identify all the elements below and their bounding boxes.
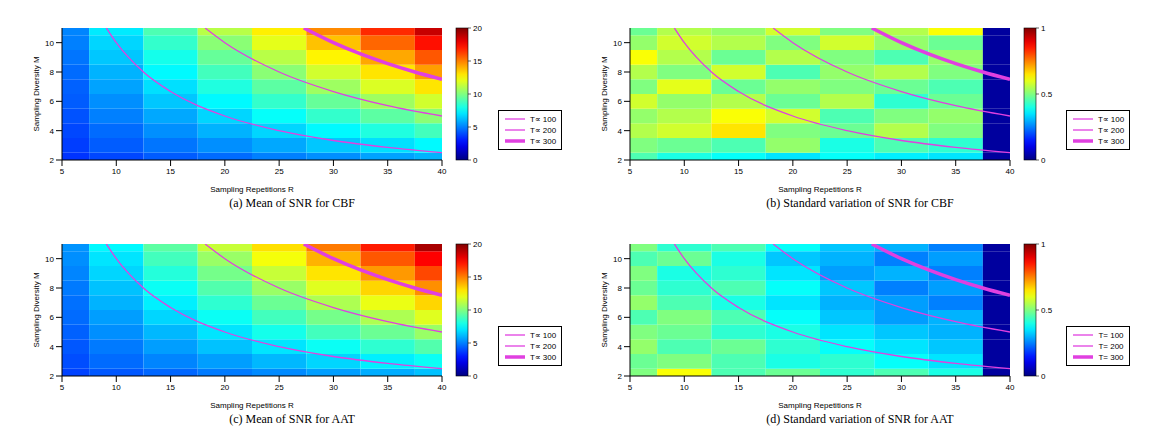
- html-text:T∝ 200: T∝ 200: [529, 341, 557, 351]
- svg-text:40: 40: [1006, 382, 1015, 391]
- svg-text:Sampling Repetitions R: Sampling Repetitions R: [779, 401, 863, 410]
- html-text:T∝ 300: T∝ 300: [529, 136, 557, 146]
- svg-text:40: 40: [1005, 166, 1014, 175]
- svg-text:1: 1: [1041, 24, 1046, 33]
- html-text:T∝ 300: T∝ 300: [1097, 136, 1125, 146]
- html-text:T= 100: T= 100: [1098, 330, 1124, 340]
- svg-text:8: 8: [617, 67, 622, 76]
- svg-text:20: 20: [473, 24, 482, 33]
- svg-text:5: 5: [60, 166, 65, 175]
- svg-text:8: 8: [49, 283, 54, 292]
- html-text:T∝ 200: T∝ 200: [1097, 125, 1125, 135]
- svg-text:2: 2: [617, 155, 622, 164]
- svg-text:40: 40: [437, 382, 446, 391]
- svg-text:15: 15: [735, 382, 744, 391]
- svg-text:20: 20: [473, 240, 482, 249]
- svg-text:6: 6: [49, 313, 54, 322]
- svg-text:15: 15: [473, 273, 482, 282]
- svg-text:6: 6: [618, 313, 623, 322]
- svg-text:8: 8: [618, 283, 623, 292]
- svg-text:30: 30: [897, 166, 906, 175]
- svg-text:6: 6: [49, 97, 54, 106]
- svg-text:Sampling Diversity M: Sampling Diversity M: [32, 56, 41, 131]
- svg-text:5: 5: [473, 339, 478, 348]
- svg-text:35: 35: [951, 166, 960, 175]
- html-text:T∝ 200: T∝ 200: [529, 125, 557, 135]
- svg-text:20: 20: [220, 166, 229, 175]
- svg-text:0: 0: [1041, 156, 1046, 165]
- html-text:(a) Mean of SNR for CBF: (a) Mean of SNR for CBF: [229, 195, 355, 210]
- svg-text:30: 30: [897, 382, 906, 391]
- svg-text:15: 15: [166, 382, 175, 391]
- svg-text:10: 10: [680, 166, 689, 175]
- svg-text:15: 15: [734, 166, 743, 175]
- svg-text:25: 25: [843, 382, 852, 391]
- svg-text:5: 5: [628, 382, 633, 391]
- html-text:(b) Standard variation of SNR: (b) Standard variation of SNR for CBF: [766, 195, 954, 210]
- svg-text:35: 35: [383, 382, 392, 391]
- svg-text:Sampling Diversity M: Sampling Diversity M: [32, 272, 41, 347]
- svg-text:10: 10: [473, 306, 482, 315]
- svg-text:5: 5: [60, 382, 65, 391]
- svg-text:2: 2: [618, 371, 623, 380]
- svg-text:Sampling Diversity M: Sampling Diversity M: [600, 56, 609, 131]
- svg-text:30: 30: [329, 382, 338, 391]
- svg-text:Sampling Repetitions R: Sampling Repetitions R: [778, 185, 862, 194]
- svg-text:10: 10: [45, 38, 54, 47]
- svg-text:35: 35: [952, 382, 961, 391]
- html-text:T∝ 100: T∝ 100: [529, 114, 557, 124]
- html-text:T∝ 100: T∝ 100: [1097, 114, 1125, 124]
- svg-text:Sampling Repetitions R: Sampling Repetitions R: [210, 401, 294, 410]
- svg-text:0: 0: [473, 156, 478, 165]
- svg-text:0.5: 0.5: [1041, 306, 1053, 315]
- svg-text:4: 4: [618, 342, 623, 351]
- svg-text:35: 35: [383, 166, 392, 175]
- svg-text:8: 8: [49, 67, 54, 76]
- svg-text:0: 0: [473, 372, 478, 381]
- svg-text:6: 6: [617, 97, 622, 106]
- html-text:T= 200: T= 200: [1098, 341, 1124, 351]
- svg-text:25: 25: [275, 382, 284, 391]
- svg-text:10: 10: [614, 254, 623, 263]
- html-text:T∝ 100: T∝ 100: [529, 330, 557, 340]
- svg-text:10: 10: [112, 166, 121, 175]
- html-text:(c) Mean of SNR for AAT: (c) Mean of SNR for AAT: [229, 411, 355, 426]
- svg-text:Sampling Repetitions R: Sampling Repetitions R: [210, 185, 294, 194]
- svg-text:10: 10: [613, 38, 622, 47]
- svg-text:4: 4: [617, 126, 622, 135]
- svg-text:10: 10: [45, 254, 54, 263]
- svg-text:4: 4: [49, 342, 54, 351]
- svg-text:15: 15: [166, 166, 175, 175]
- svg-text:30: 30: [329, 166, 338, 175]
- svg-text:40: 40: [437, 166, 446, 175]
- html-text:(d) Standard variation of SNR: (d) Standard variation of SNR for AAT: [766, 411, 954, 426]
- svg-text:Sampling Diversity M: Sampling Diversity M: [600, 272, 609, 347]
- svg-text:15: 15: [473, 57, 482, 66]
- svg-text:2: 2: [49, 371, 54, 380]
- svg-text:20: 20: [788, 166, 797, 175]
- svg-text:25: 25: [275, 166, 284, 175]
- svg-text:20: 20: [220, 382, 229, 391]
- svg-text:10: 10: [473, 90, 482, 99]
- html-text:T∝ 300: T∝ 300: [529, 352, 557, 362]
- svg-text:0.5: 0.5: [1041, 90, 1053, 99]
- svg-text:2: 2: [49, 155, 54, 164]
- svg-text:10: 10: [112, 382, 121, 391]
- svg-text:10: 10: [680, 382, 689, 391]
- html-text:T= 300: T= 300: [1098, 352, 1124, 362]
- svg-text:20: 20: [789, 382, 798, 391]
- svg-text:0: 0: [1041, 372, 1046, 381]
- svg-text:5: 5: [473, 123, 478, 132]
- svg-text:4: 4: [49, 126, 54, 135]
- svg-text:5: 5: [628, 166, 633, 175]
- svg-text:1: 1: [1041, 240, 1046, 249]
- svg-text:25: 25: [843, 166, 852, 175]
